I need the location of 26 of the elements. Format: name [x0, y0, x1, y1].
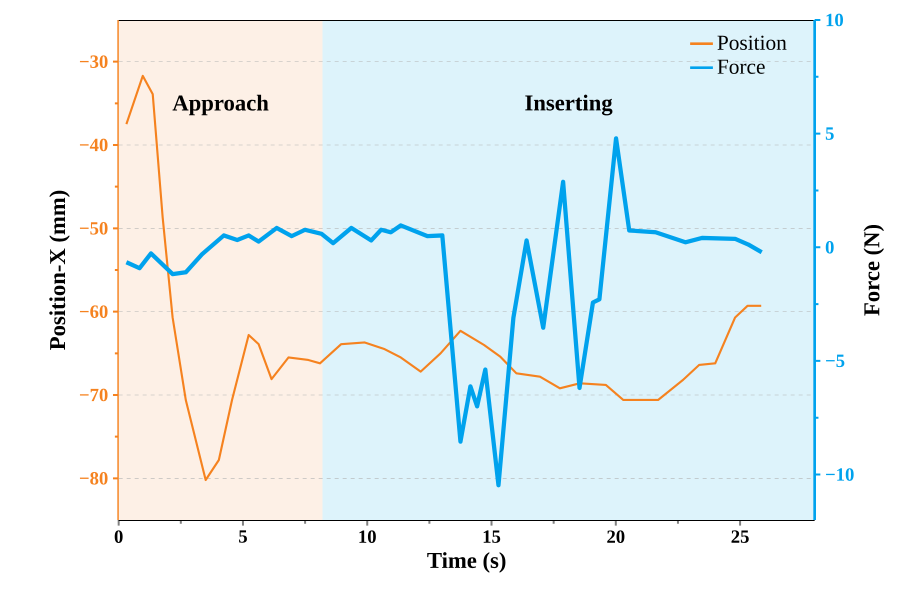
x-tick-label: 0 — [114, 530, 123, 543]
legend-label: Force — [718, 60, 765, 74]
y-tick-label: −30 — [80, 55, 108, 68]
legend-label: Position — [718, 35, 787, 50]
y-axis-title: Position-X (mm) — [49, 190, 70, 350]
y2-tick-label: −5 — [826, 354, 844, 367]
y-tick-label: −40 — [80, 138, 108, 152]
y2-axis-title: Force (N) — [864, 224, 884, 316]
x-axis-title: Time (s) — [427, 552, 506, 573]
y-tick-label: −60 — [80, 305, 108, 318]
line-series — [124, 136, 764, 488]
band-label: Approach — [172, 94, 269, 116]
y2-tick-label: 5 — [826, 127, 834, 140]
y2-tick-label: 10 — [826, 14, 844, 26]
y2-tick-label: 0 — [826, 240, 834, 254]
y-tick-label: −70 — [80, 388, 108, 402]
y-tick-label: −50 — [80, 222, 108, 234]
y2-tick-label: −10 — [826, 468, 854, 481]
x-tick-label: 15 — [484, 530, 500, 543]
line-series — [125, 74, 762, 481]
x-tick-label: 5 — [239, 530, 247, 543]
y-tick-label: −80 — [80, 472, 108, 484]
x-tick-label: 20 — [607, 530, 624, 543]
band-label: Inserting — [525, 94, 612, 116]
x-tick-label: 25 — [732, 530, 749, 543]
x-tick-label: 10 — [359, 530, 376, 543]
